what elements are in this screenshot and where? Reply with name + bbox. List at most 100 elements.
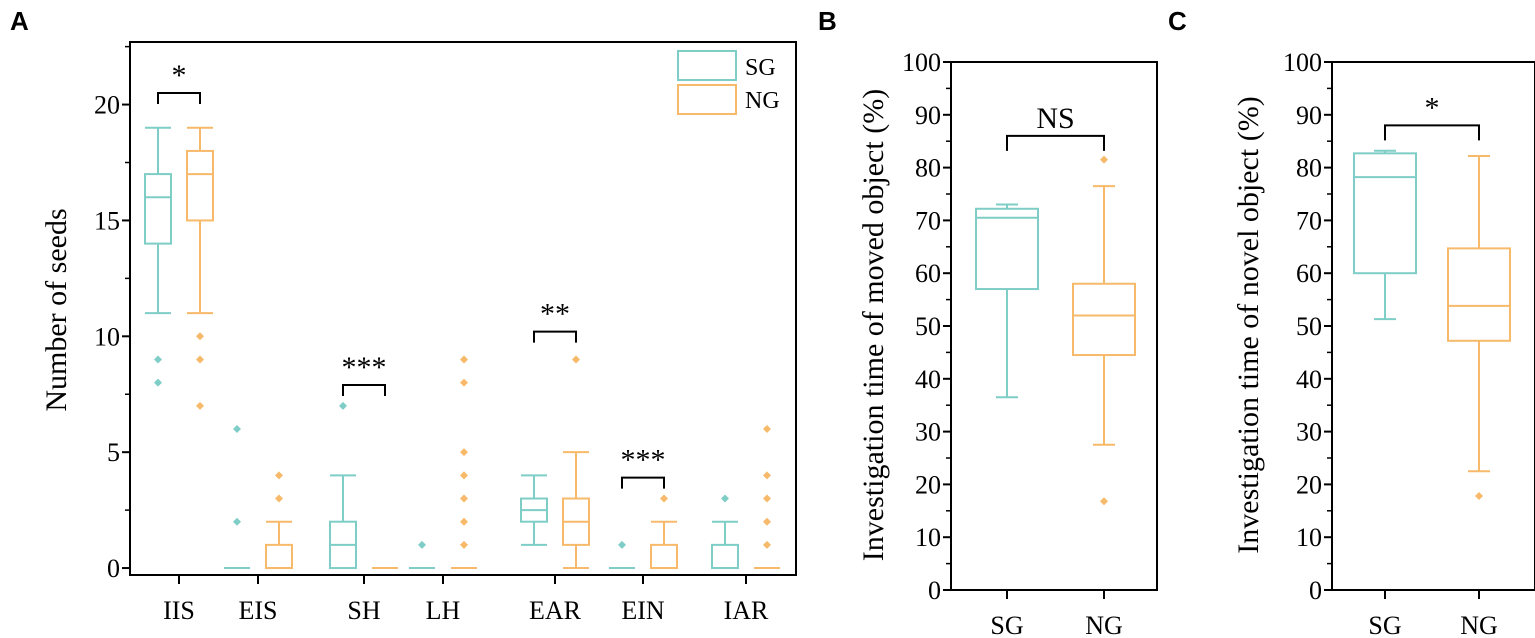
box-plot bbox=[144, 126, 172, 387]
box-plot bbox=[609, 540, 635, 570]
box-plot bbox=[975, 203, 1039, 399]
panel-b-axes bbox=[950, 61, 1158, 591]
significance-label: * bbox=[172, 59, 187, 92]
box-iqr bbox=[650, 543, 678, 570]
outlier-point bbox=[763, 425, 771, 434]
panel-letter-a: A bbox=[10, 6, 29, 36]
x-tick-label: NG bbox=[1085, 611, 1123, 638]
significance-label: *** bbox=[342, 351, 387, 384]
outlier-point bbox=[763, 540, 771, 549]
outlier-point bbox=[1475, 492, 1483, 501]
panel-c-ticks: 0 10 20 30 40 50 60 70 80 90 100 SG NG bbox=[1283, 48, 1498, 638]
x-tick-label: SH bbox=[347, 596, 380, 625]
box-plot bbox=[265, 471, 293, 570]
y-tick-label: 50 bbox=[1296, 312, 1322, 341]
y-tick-label: 10 bbox=[915, 523, 941, 552]
panel-b-y-axis-title: Investigation time of moved object (%) bbox=[857, 89, 890, 561]
significance-label: *** bbox=[621, 444, 666, 477]
plot-frame bbox=[129, 41, 797, 576]
y-tick-label: 70 bbox=[1296, 206, 1322, 235]
y-tick-label: 30 bbox=[1296, 418, 1322, 447]
y-tick-label: 10 bbox=[94, 322, 120, 351]
plot-frame bbox=[950, 61, 1158, 591]
box-iqr bbox=[144, 173, 172, 245]
outlier-point bbox=[275, 494, 283, 503]
outlier-point bbox=[1100, 155, 1108, 164]
box-plot bbox=[186, 126, 214, 410]
y-tick-label: 60 bbox=[915, 259, 941, 288]
box-plot bbox=[451, 355, 477, 570]
outlier-point bbox=[460, 378, 468, 387]
box-plot bbox=[520, 474, 548, 546]
panel-a-annotations: ********* bbox=[157, 59, 666, 489]
outlier-point bbox=[763, 494, 771, 503]
outlier-point bbox=[763, 471, 771, 480]
box-iqr bbox=[265, 543, 293, 570]
significance-bracket bbox=[157, 91, 201, 104]
significance-bracket bbox=[342, 383, 386, 396]
outlier-point bbox=[460, 540, 468, 549]
panel-b-ticks: 0 10 20 30 40 50 60 70 80 90 100 SG NG bbox=[902, 48, 1123, 638]
x-tick-label: EIN bbox=[621, 596, 665, 625]
panel-c-axes bbox=[1331, 61, 1535, 591]
outlier-point bbox=[460, 448, 468, 457]
significance-bracket bbox=[621, 476, 665, 489]
box-plot bbox=[329, 401, 357, 570]
box-iqr bbox=[1072, 282, 1136, 357]
panel-c-annotations: * bbox=[1384, 91, 1480, 141]
box-plot bbox=[1447, 154, 1511, 501]
outlier-point bbox=[763, 517, 771, 526]
outlier-point bbox=[275, 471, 283, 480]
outlier-point bbox=[618, 540, 626, 549]
panel-c-boxes bbox=[1353, 149, 1511, 501]
y-tick-label: 10 bbox=[1296, 523, 1322, 552]
y-tick-label: 30 bbox=[915, 418, 941, 447]
x-tick-label: SG bbox=[990, 611, 1023, 638]
x-tick-label: NG bbox=[1460, 611, 1498, 638]
box-plot bbox=[409, 540, 435, 570]
y-tick-label: 100 bbox=[1283, 48, 1322, 77]
y-tick-label: 40 bbox=[915, 365, 941, 394]
outlier-point bbox=[196, 355, 204, 364]
y-tick-label: 0 bbox=[928, 576, 941, 605]
outlier-point bbox=[418, 540, 426, 549]
box-plot bbox=[1072, 155, 1136, 506]
y-tick-label: 0 bbox=[107, 554, 120, 583]
plot-frame bbox=[1331, 61, 1535, 591]
panel-letter-b: B bbox=[818, 6, 837, 36]
outlier-point bbox=[1100, 497, 1108, 506]
panel-b-annotations: NS bbox=[1006, 102, 1105, 151]
outlier-point bbox=[196, 332, 204, 341]
significance-label: ** bbox=[540, 298, 570, 331]
outlier-point bbox=[154, 378, 162, 387]
panel-a-boxes bbox=[144, 126, 780, 570]
panel-c-y-axis-title: Investigation time of novel object (%) bbox=[1232, 96, 1265, 553]
y-tick-label: 0 bbox=[1309, 576, 1322, 605]
panel-b: B Investigation time of moved object (%)… bbox=[818, 6, 1158, 638]
box-plot bbox=[1353, 149, 1417, 321]
legend-label-ng: NG bbox=[745, 88, 780, 114]
box-plot bbox=[711, 494, 739, 570]
outlier-point bbox=[572, 355, 580, 364]
panel-c: C Investigation time of novel object (%)… bbox=[1168, 6, 1535, 638]
box-plot bbox=[650, 494, 678, 570]
outlier-point bbox=[233, 517, 241, 526]
x-tick-label: IIS bbox=[163, 596, 195, 625]
x-tick-label: EIS bbox=[239, 596, 278, 625]
significance-label: NS bbox=[1036, 102, 1074, 135]
outlier-point bbox=[460, 471, 468, 480]
outlier-point bbox=[660, 494, 668, 503]
outlier-point bbox=[233, 425, 241, 434]
significance-bracket bbox=[1006, 134, 1105, 151]
y-tick-label: 100 bbox=[902, 48, 941, 77]
y-tick-label: 40 bbox=[1296, 365, 1322, 394]
legend-swatch-ng bbox=[677, 84, 737, 115]
panel-letter-c: C bbox=[1168, 6, 1187, 36]
y-tick-label: 80 bbox=[1296, 154, 1322, 183]
y-tick-label: 15 bbox=[94, 206, 120, 235]
box-iqr bbox=[711, 543, 739, 570]
significance-label: * bbox=[1425, 91, 1440, 124]
y-tick-label: 80 bbox=[915, 154, 941, 183]
y-tick-label: 90 bbox=[1296, 101, 1322, 130]
